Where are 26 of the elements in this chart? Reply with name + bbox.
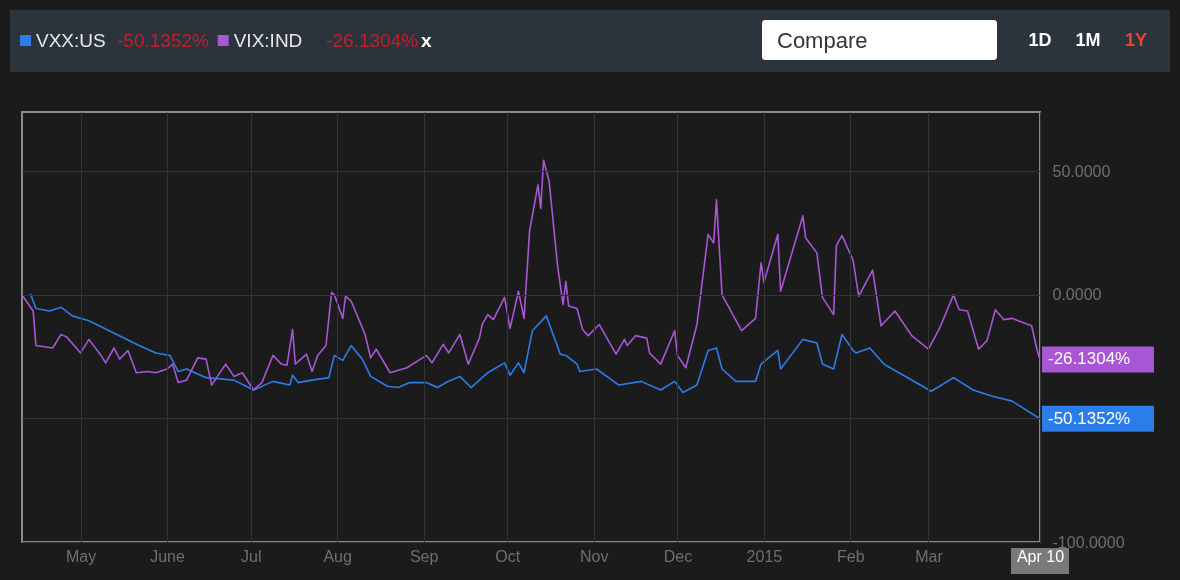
text: x (420, 30, 432, 51)
annotation: -50.1352% (1048, 408, 1131, 428)
y-tick-label: 50.0000 (1052, 162, 1111, 180)
x-tick-label: Mar (915, 547, 944, 565)
x-tick-label: June (150, 547, 185, 565)
x-tick-label: Feb (837, 547, 865, 565)
line-series (29, 292, 1040, 420)
x-tick-label: Jul (240, 547, 262, 565)
x-tick-label: May (65, 547, 97, 565)
annotation: -26.1304% (1048, 349, 1131, 369)
text: 1Y (1124, 30, 1148, 50)
y-tick-label: 0.0000 (1052, 286, 1102, 304)
text: Compare (777, 28, 868, 53)
x-tick-label: Oct (495, 547, 521, 565)
text: -50.1352% (117, 30, 210, 51)
text: 1M (1075, 30, 1101, 50)
legend-label: VXX:US (36, 30, 106, 51)
x-tick-label: Dec (663, 547, 693, 565)
x-tick-label: Nov (580, 547, 609, 565)
legend-label: VIX:IND (233, 30, 303, 51)
x-tick-label: Sep (409, 547, 439, 565)
line-series (22, 159, 1040, 391)
x-tick-label: 2015 (746, 547, 783, 565)
x-tick-label: Aug (323, 547, 352, 565)
text: -26.1304% (326, 30, 419, 51)
text: 1D (1028, 30, 1052, 50)
